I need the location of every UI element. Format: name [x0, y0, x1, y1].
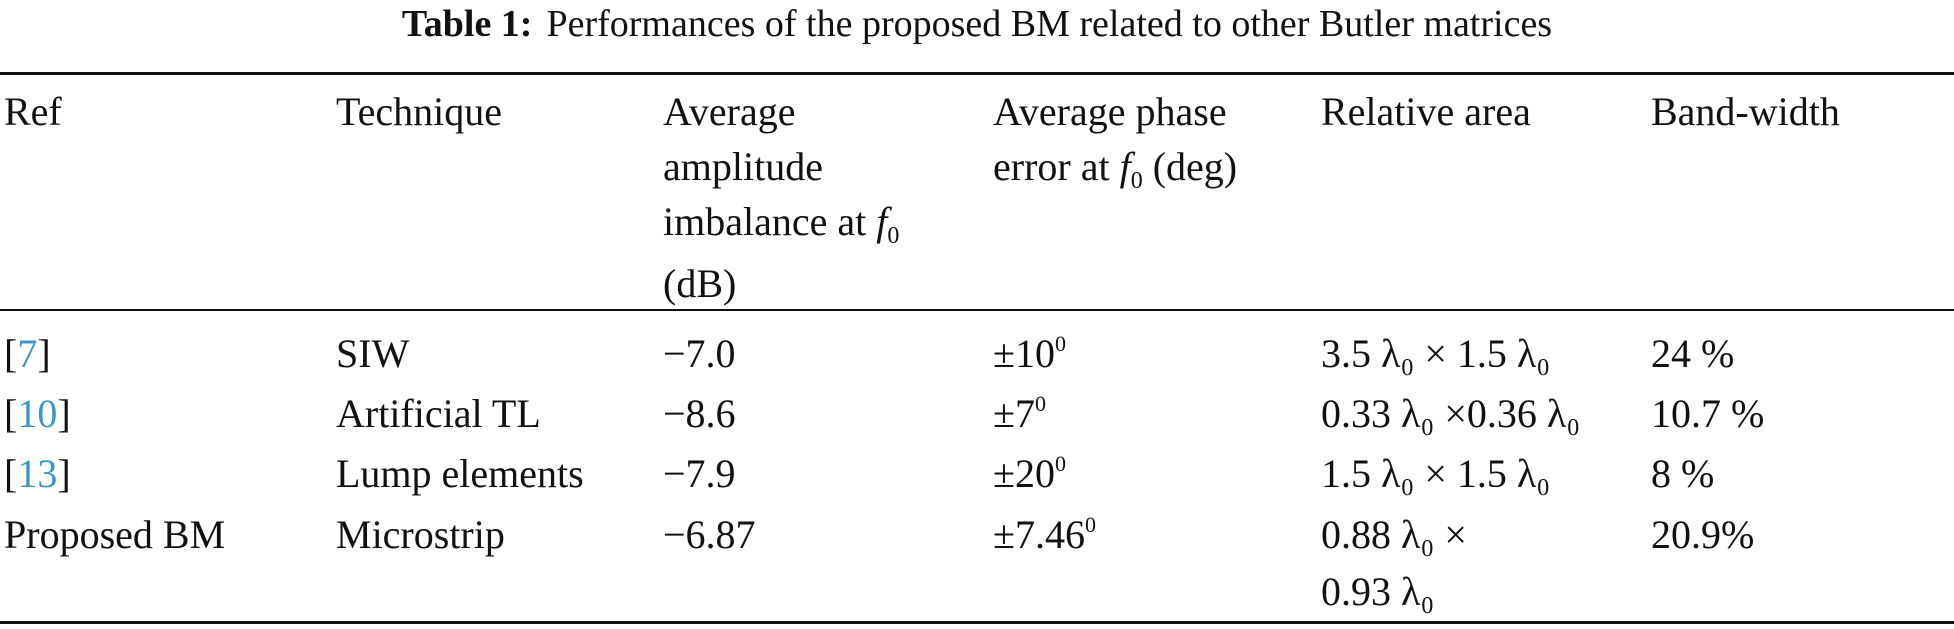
table-row-3-phase: ±200 [993, 451, 1066, 496]
header-ref: Ref [4, 89, 62, 134]
header-phase: Average phase error at f0 (deg) [993, 89, 1238, 194]
table-row-1-amplitude: −7.0 [663, 331, 736, 376]
table-row-1-phase: ±100 [993, 331, 1066, 376]
table-row-4-bandwidth: 20.9% [1651, 512, 1755, 557]
header-bandwidth: Band-width [1651, 89, 1840, 134]
table-row-4-area-line2: 0.93 λ₀ [1321, 569, 1435, 614]
citation-link-7[interactable]: 7 [17, 331, 38, 376]
header-amplitude: Average amplitude imbalance at f0 (dB) [663, 89, 900, 306]
table-row-4-area-line1: 0.88 λ₀ × [1321, 512, 1467, 557]
table-row-1-bandwidth: 24 % [1651, 331, 1735, 376]
table-row-2-amplitude: −8.6 [663, 391, 736, 436]
table-row-2-area: 0.33 λ₀ ×0.36 λ₀ [1321, 391, 1581, 436]
citation-link-10[interactable]: 10 [17, 391, 58, 436]
top-rule [0, 72, 1954, 75]
header-area: Relative area [1321, 89, 1531, 134]
table-row-3-amplitude: −7.9 [663, 451, 736, 496]
citation-link-13[interactable]: 13 [17, 451, 58, 496]
header-technique: Technique [336, 89, 503, 134]
header-rule [0, 309, 1954, 311]
table-row-4-amplitude: −6.87 [663, 512, 756, 557]
table-row-2-ref: [10] [4, 391, 71, 436]
table-row-1-area: 3.5 λ₀ × 1.5 λ₀ [1321, 331, 1551, 376]
table-caption-text: Performances of the proposed BM related … [546, 3, 1553, 45]
table-row-3-technique: Lump elements [336, 451, 584, 496]
table-row-1-ref: [7] [4, 331, 51, 376]
table-row-1-technique: SIW [336, 331, 410, 376]
table-row-2-phase: ±70 [993, 391, 1046, 436]
table-row-4-phase: ±7.460 [993, 512, 1096, 557]
table-row-3-ref: [13] [4, 451, 71, 496]
table-row-4-ref: Proposed BM [4, 512, 226, 557]
table-row-3-area: 1.5 λ₀ × 1.5 λ₀ [1321, 451, 1551, 496]
table-caption: Table 1: Performances of the proposed BM … [0, 0, 1954, 56]
table-row-2-bandwidth: 10.7 % [1651, 391, 1765, 436]
table-row-2-technique: Artificial TL [336, 391, 541, 436]
table-row-3-bandwidth: 8 % [1651, 451, 1715, 496]
table-caption-label: Table 1: [401, 3, 533, 45]
bottom-rule [0, 621, 1954, 624]
table-row-4-technique: Microstrip [336, 512, 505, 557]
